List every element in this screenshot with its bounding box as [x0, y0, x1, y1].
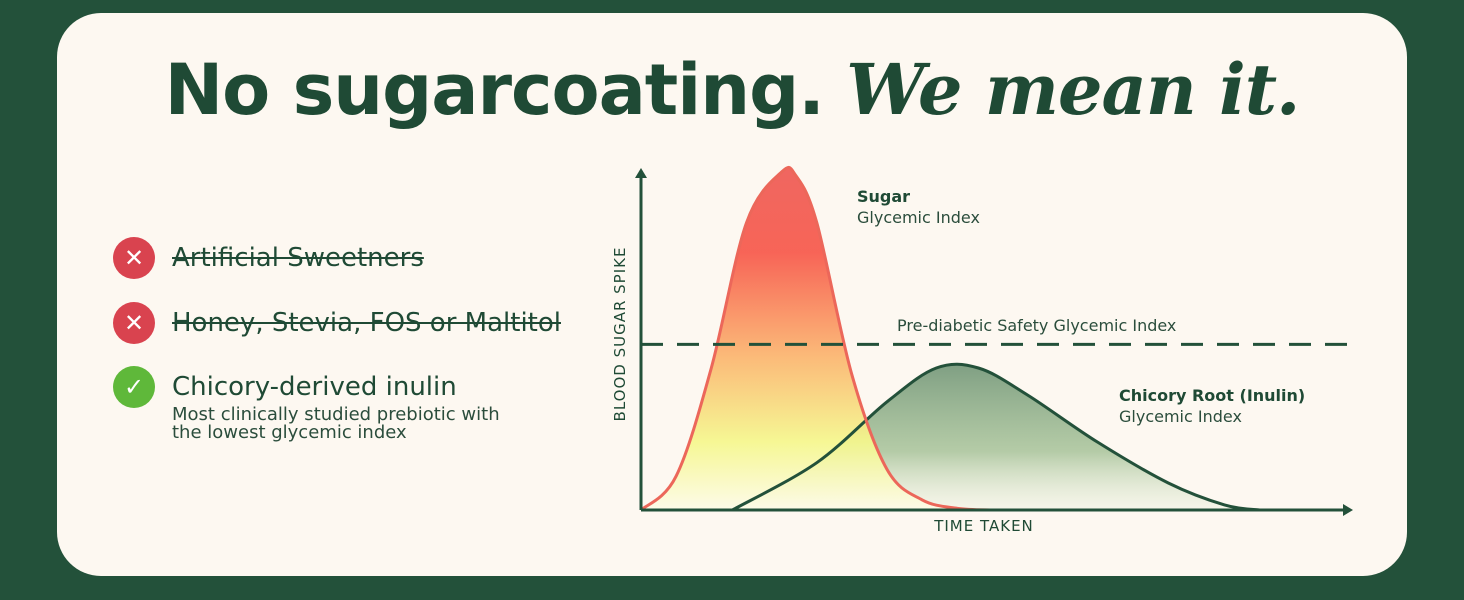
check-icon: ✓ — [113, 366, 155, 408]
sugar-area — [641, 167, 993, 511]
headline-plain: No sugarcoating. — [164, 49, 825, 131]
x-icon: ✕ — [113, 302, 155, 344]
headline-italic: We mean it. — [846, 48, 1300, 131]
ingredient-label: Honey, Stevia, FOS or Maltitol — [172, 308, 561, 338]
sugar-line — [639, 165, 993, 512]
ingredient-artificial-sweeteners: ✕ Artificial Sweetners — [113, 237, 424, 279]
y-axis-arrow — [635, 168, 647, 178]
threshold-label: Pre-diabetic Safety Glycemic Index — [897, 316, 1176, 335]
inulin-series-name: Chicory Root (Inulin) — [1119, 386, 1305, 405]
ingredient-label: Artificial Sweetners — [172, 243, 424, 273]
headline: No sugarcoating. We mean it. — [0, 48, 1464, 132]
x-icon: ✕ — [113, 237, 155, 279]
ingredient-description-line: Most clinically studied prebiotic with — [172, 404, 500, 425]
ingredient-description-line: the lowest glycemic index — [172, 422, 407, 443]
ingredient-label: Chicory-derived inulin — [172, 372, 457, 402]
x-axis-arrow — [1343, 504, 1353, 516]
inulin-line — [731, 362, 1260, 512]
sugar-series-subtitle: Glycemic Index — [857, 208, 980, 227]
x-axis-label: TIME TAKEN — [933, 517, 1034, 535]
sugar-series-name: Sugar — [857, 187, 910, 206]
inulin-series-subtitle: Glycemic Index — [1119, 407, 1242, 426]
ingredient-chicory-inulin: ✓ Chicory-derived inulin Most clinically… — [113, 366, 500, 444]
y-axis-label: BLOOD SUGAR SPIKE — [611, 247, 629, 422]
ingredient-honey-stevia: ✕ Honey, Stevia, FOS or Maltitol — [113, 302, 561, 344]
